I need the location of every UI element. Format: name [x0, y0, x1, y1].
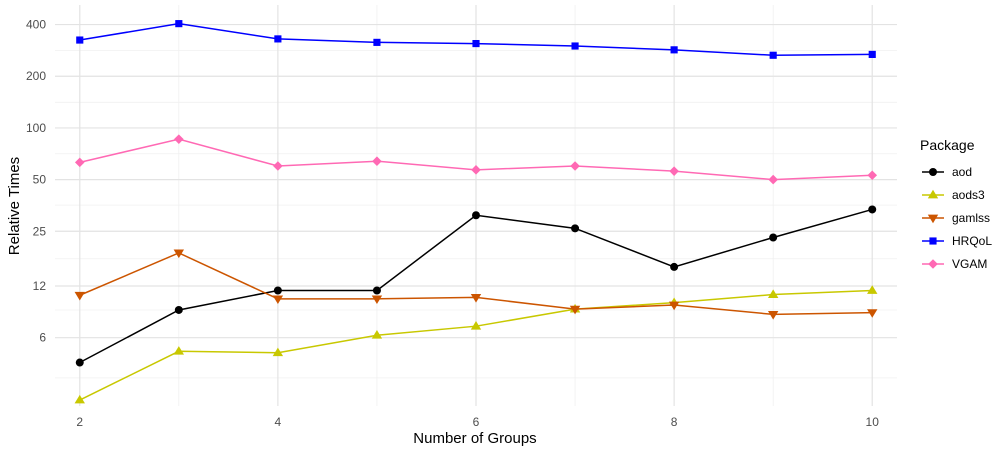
y-tick-label: 100 [26, 121, 46, 135]
data-point-aod [472, 211, 480, 220]
data-point-vgam [174, 134, 184, 144]
grid-major [55, 5, 897, 406]
legend-label: HRQoL [952, 234, 992, 248]
legend-key-marker [929, 168, 937, 176]
data-point-hrqol [769, 51, 777, 59]
x-axis-ticks: 2 4 6 8 10 [76, 415, 879, 429]
legend-title: Package [920, 137, 975, 153]
data-point-gamlss [74, 291, 85, 301]
legend-label: gamlss [952, 211, 990, 225]
data-point-hrqol [670, 46, 678, 54]
x-tick-label: 4 [275, 415, 282, 429]
data-point-hrqol [274, 35, 282, 43]
data-point-aods3 [470, 320, 482, 330]
y-axis-title: Relative Times [6, 157, 23, 255]
legend-label: aods3 [952, 188, 985, 202]
data-point-hrqol [175, 20, 183, 28]
legend-label: aod [952, 165, 972, 179]
data-point-vgam [74, 157, 85, 168]
data-point-aods3 [767, 289, 779, 298]
legend-key-marker [927, 214, 939, 224]
data-point-aods3 [74, 394, 85, 404]
data-point-vgam [372, 156, 382, 166]
y-tick-label: 12 [33, 279, 47, 293]
data-point-hrqol [76, 36, 84, 44]
y-tick-label: 6 [39, 331, 46, 345]
data-point-aods3 [371, 330, 383, 339]
data-point-vgam [471, 165, 481, 175]
legend-key-marker [928, 259, 938, 269]
data-point-vgam [570, 161, 580, 171]
data-point-gamlss [767, 310, 779, 320]
legend-item-hrqol: HRQoL [922, 234, 992, 248]
data-point-vgam [273, 161, 283, 171]
legend-items: aod aods3 gamlss HRQoL VGAM [922, 165, 992, 271]
x-tick-label: 10 [866, 415, 880, 429]
legend-item-aods3: aods3 [922, 188, 985, 202]
data-point-aod [670, 262, 679, 271]
data-point-aods3 [272, 347, 284, 357]
legend-item-vgam: VGAM [922, 257, 987, 271]
data-point-gamlss [470, 293, 482, 303]
data-point-hrqol [571, 42, 579, 50]
data-point-aod [769, 233, 778, 242]
series-gamlss [74, 249, 878, 320]
data-point-aod [868, 205, 877, 214]
y-tick-label: 50 [33, 173, 47, 187]
legend-key-marker [929, 237, 937, 245]
data-point-aod [372, 286, 381, 295]
data-point-gamlss [668, 301, 680, 311]
legend-item-aod: aod [922, 165, 972, 179]
data-point-vgam [867, 170, 878, 181]
y-tick-label: 25 [33, 224, 47, 238]
data-point-aods3 [867, 285, 878, 294]
series-hrqol [76, 20, 876, 59]
legend-key-marker [927, 189, 939, 199]
data-point-aods3 [173, 346, 185, 355]
series-vgam [74, 134, 878, 185]
data-point-aod [571, 224, 580, 233]
data-point-vgam [669, 166, 679, 176]
series-layer [74, 20, 878, 404]
legend: Package aod aods3 gamlss HRQoL VGAM [920, 137, 992, 271]
data-point-gamlss [272, 295, 284, 305]
y-tick-label: 200 [26, 69, 46, 83]
data-point-aod [273, 286, 282, 295]
x-tick-label: 6 [473, 415, 480, 429]
data-point-gamlss [867, 309, 878, 318]
data-point-gamlss [371, 295, 383, 305]
data-point-vgam [768, 174, 778, 185]
data-point-aod [75, 358, 84, 367]
y-tick-label: 400 [26, 18, 46, 32]
x-axis-title: Number of Groups [413, 430, 536, 447]
legend-label: VGAM [952, 257, 987, 271]
legend-item-gamlss: gamlss [922, 211, 990, 225]
data-point-gamlss [569, 305, 581, 315]
data-point-gamlss [173, 249, 185, 259]
x-tick-label: 2 [76, 415, 83, 429]
y-axis-ticks: 6 12 25 50 100 200 400 [26, 18, 46, 345]
data-point-hrqol [472, 39, 480, 48]
data-point-hrqol [373, 38, 381, 46]
data-point-hrqol [868, 50, 876, 58]
series-aod [75, 205, 877, 367]
data-point-aod [174, 305, 183, 314]
x-tick-label: 8 [671, 415, 678, 429]
